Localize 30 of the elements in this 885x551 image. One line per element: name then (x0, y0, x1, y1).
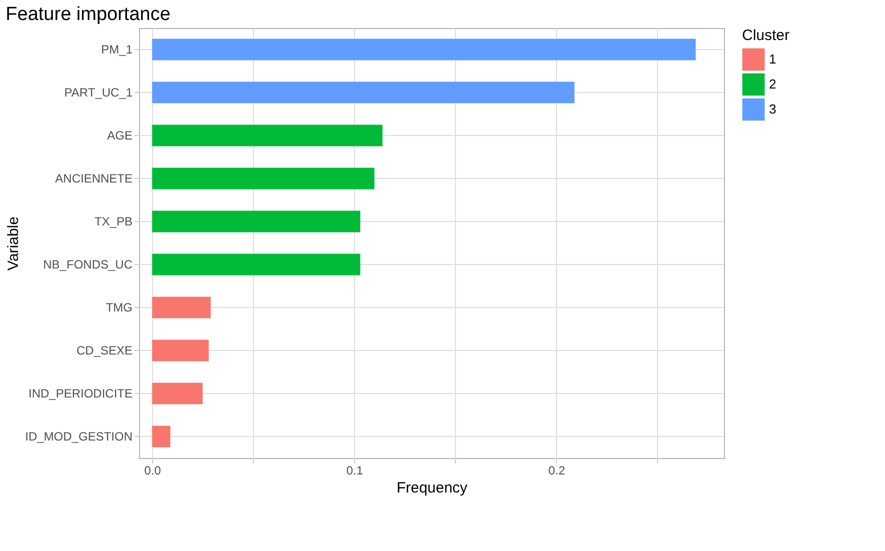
bar (152, 82, 574, 104)
x-tick-label: 0.1 (346, 464, 364, 478)
bar (152, 340, 209, 362)
y-tick-label: ANCIENNETE (55, 172, 132, 186)
x-tick-label: 0.0 (144, 464, 162, 478)
legend-label: 2 (769, 76, 776, 92)
legend-title: Cluster (742, 27, 790, 44)
x-axis-title: Frequency (396, 480, 468, 496)
legend-label: 3 (769, 102, 776, 116)
y-tick-label: ID_MOD_GESTION (25, 430, 132, 444)
y-tick-label: NB_FONDS_UC (43, 258, 133, 272)
y-tick-label: AGE (107, 128, 132, 142)
y-tick-label: PM_1 (101, 42, 133, 56)
chart-title: Feature importance (6, 4, 170, 25)
bar (152, 168, 374, 190)
bar (152, 38, 696, 60)
y-tick-label: CD_SEXE (76, 344, 132, 358)
bar (152, 124, 382, 146)
bar (152, 382, 203, 404)
bar (152, 210, 360, 232)
y-tick-label: IND_PERIODICITE (28, 386, 132, 400)
y-tick-label: TMG (106, 300, 132, 314)
bar (152, 426, 170, 448)
y-axis-title: Variable (5, 216, 22, 270)
x-tick-label: 0.2 (548, 464, 566, 478)
bar (152, 296, 211, 318)
legend-label: 1 (769, 52, 776, 66)
y-tick-label: TX_PB (94, 214, 132, 228)
y-tick-label: PART_UC_1 (64, 86, 133, 100)
bar (152, 254, 360, 276)
